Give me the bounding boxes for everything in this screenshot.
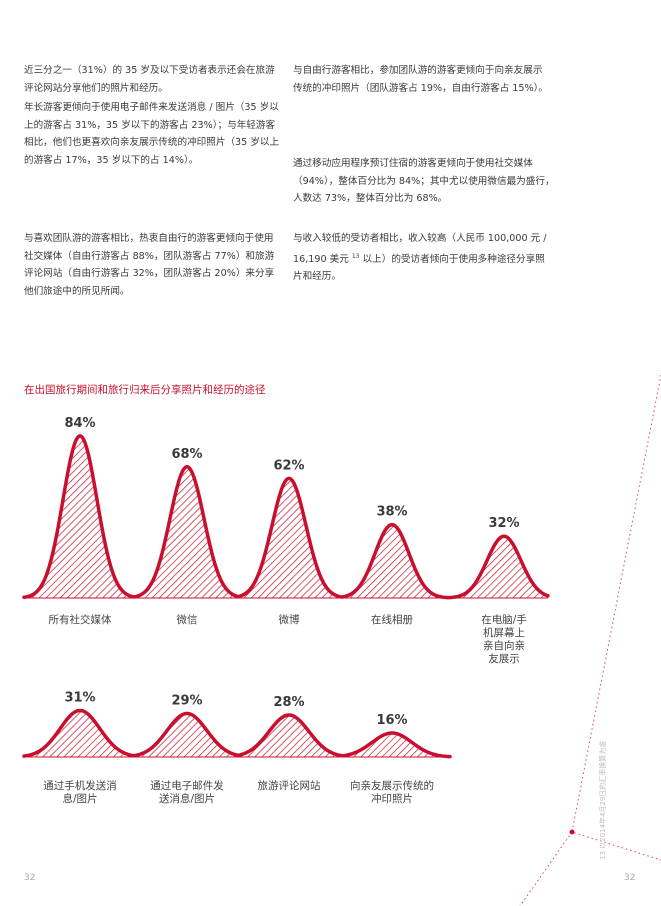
category-label: 送消息/图片 xyxy=(159,792,215,805)
value-label: 32% xyxy=(488,516,519,531)
paragraph-1: 近三分之一（31%）的 35 岁及以下受访者表示还会在旅游评论网站分享他们的照片… xyxy=(24,65,275,94)
value-label: 28% xyxy=(273,695,304,710)
value-label: 38% xyxy=(376,505,407,520)
category-label: 息/图片 xyxy=(62,792,97,805)
category-label: 向亲友展示传统的 xyxy=(350,779,434,792)
page-number-right: 32 xyxy=(624,873,636,883)
value-label: 29% xyxy=(171,694,202,709)
series-line-row-1 xyxy=(22,434,550,600)
value-label: 62% xyxy=(273,458,304,473)
category-label: 在电脑/手 xyxy=(481,613,527,626)
area-fill-row-1 xyxy=(24,435,548,598)
value-label: 31% xyxy=(64,691,95,706)
category-label: 冲印照片 xyxy=(371,792,413,805)
series-line-row-2 xyxy=(22,708,452,759)
category-label: 通过手机发送消 xyxy=(43,779,117,792)
category-label: 机屏幕上 xyxy=(483,626,525,639)
paragraph-6: 与收入较低的受访者相比，收入较高（人民币 100,000 元 / 16,190 … xyxy=(293,230,551,286)
category-label: 亲自向亲 xyxy=(483,639,525,652)
category-label: 所有社交媒体 xyxy=(49,613,112,626)
paragraph-6-text-a: 与收入较低的受访者相比，收入较高（人民币 100,000 元 / 16,190 … xyxy=(293,233,547,265)
value-label: 68% xyxy=(171,447,202,462)
category-label: 微信 xyxy=(177,613,198,626)
paragraph-5: 通过移动应用程序预订住宿的游客更倾向于使用社交媒体（94%），整体百分比为 84… xyxy=(293,158,555,204)
paragraph-6-text-b: 以上）的受访者倾向于使用多种途径分享照片和经历。 xyxy=(293,253,545,283)
category-label: 通过电子邮件发 xyxy=(150,779,224,792)
footnote-side-text: 13 以2014年4月29日的汇率换算为准 xyxy=(599,740,607,860)
category-label: 在线相册 xyxy=(371,613,413,626)
category-label: 友展示 xyxy=(488,652,520,665)
paragraph-3: 与喜欢团队游的游客相比，热衷自由行的游客更倾向于使用社交媒体（自由行游客占 88… xyxy=(24,233,275,297)
page-number-left: 32 xyxy=(24,873,36,883)
chart-title: 在出国旅行期间和旅行归来后分享照片和经历的途径 xyxy=(24,384,266,396)
paragraph-2: 年长游客更倾向于使用电子邮件来发送消息 / 图片（35 岁以上的游客占 31%，… xyxy=(24,102,280,166)
paragraph-4: 与自由行游客相比，参加团队游的游客更倾向于向亲友展示传统的冲印照片（团队游客占 … xyxy=(293,65,549,94)
decorative-dotted-lines xyxy=(519,374,661,906)
category-label: 旅游评论网站 xyxy=(258,779,321,792)
area-fill-row-2 xyxy=(24,710,450,757)
footnote-marker: 13 xyxy=(351,252,360,260)
value-label: 16% xyxy=(376,713,407,728)
value-label: 84% xyxy=(64,416,95,431)
category-label: 微博 xyxy=(279,613,300,626)
